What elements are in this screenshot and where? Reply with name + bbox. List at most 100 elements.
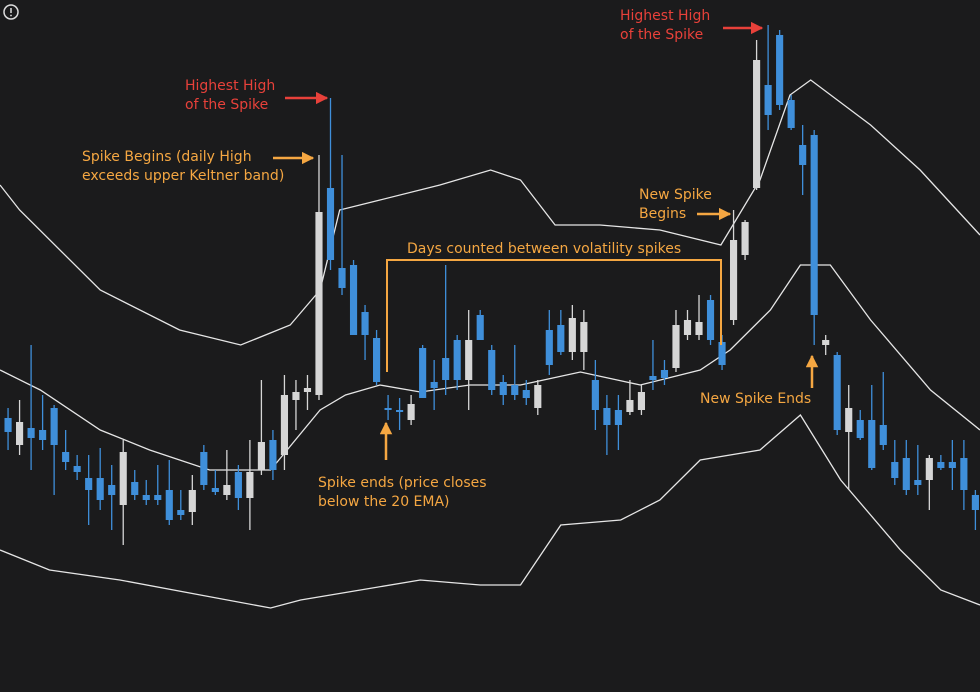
- candle-body: [810, 135, 818, 315]
- candle-body: [706, 300, 715, 340]
- candle-body: [660, 370, 669, 378]
- candle-body: [741, 222, 749, 255]
- candle-body: [396, 410, 404, 412]
- candle-body: [753, 60, 761, 188]
- candle-body: [292, 392, 300, 400]
- annotation-text: Days counted between volatility spikes: [407, 241, 681, 257]
- candle-body: [234, 472, 242, 498]
- candle-body: [649, 376, 657, 380]
- candle-body: [626, 400, 634, 412]
- candle-body: [534, 385, 542, 408]
- candle-body: [200, 452, 208, 485]
- annotation-text: of the Spike: [620, 27, 703, 43]
- candle-body: [16, 422, 24, 445]
- candle-body: [246, 472, 254, 498]
- candle-body: [672, 325, 680, 368]
- candle-body: [764, 85, 772, 115]
- candle-body: [407, 404, 415, 420]
- annotation-text: exceeds upper Keltner band): [82, 168, 284, 184]
- candle-body: [845, 408, 853, 432]
- candle-body: [361, 312, 369, 335]
- candle-body: [62, 452, 70, 462]
- annotation-text: New Spike: [639, 187, 712, 203]
- candle-body: [223, 485, 231, 495]
- annotation-text: Highest High: [185, 78, 275, 94]
- candle-body: [96, 478, 104, 500]
- candle-body: [453, 340, 461, 380]
- candle-body: [384, 408, 392, 410]
- candle-body: [914, 480, 922, 485]
- candle-body: [545, 330, 553, 365]
- annotation-arrows: [273, 21, 819, 460]
- annotation-text: Begins: [639, 206, 686, 222]
- candle-body: [4, 418, 12, 432]
- candle-body: [372, 338, 381, 382]
- candle-body: [326, 188, 335, 260]
- candle-body: [50, 408, 58, 445]
- candle-body: [799, 145, 807, 165]
- candle-body: [419, 348, 427, 398]
- candle-body: [891, 462, 899, 478]
- candle-body: [257, 442, 265, 470]
- candle-body: [303, 388, 312, 392]
- candle-body: [211, 488, 219, 492]
- candle-body: [925, 458, 933, 480]
- annotations: Highest High of the Spike Spike Begins (da…: [82, 8, 811, 510]
- candle-body: [85, 478, 93, 490]
- annotation-text: Highest High: [620, 8, 710, 24]
- candle-body: [787, 100, 795, 128]
- annotation-text: Spike ends (price closes: [318, 475, 487, 491]
- candle-body: [154, 495, 162, 500]
- candle-body: [937, 462, 945, 468]
- annotation-text: of the Spike: [185, 97, 268, 113]
- candle-body: [833, 355, 841, 430]
- candle-body: [442, 358, 450, 380]
- candle-body: [119, 452, 127, 505]
- candle-body: [729, 240, 738, 320]
- candle-body: [568, 318, 576, 352]
- candle-body: [591, 380, 599, 410]
- candle-body: [39, 430, 47, 440]
- candle-body: [73, 466, 81, 472]
- candle-body: [971, 495, 979, 510]
- candle-body: [695, 322, 703, 335]
- candle-body: [177, 510, 185, 515]
- candle-body: [879, 425, 887, 445]
- candle-body: [430, 382, 438, 388]
- candle-body: [603, 408, 611, 425]
- candle-body: [188, 490, 196, 512]
- candle-body: [165, 490, 173, 520]
- candle-body: [960, 458, 968, 490]
- candles: [4, 25, 979, 545]
- candle-body: [465, 340, 473, 380]
- info-icon[interactable]: [3, 4, 19, 20]
- candle-body: [476, 315, 484, 340]
- annotation-text: below the 20 EMA): [318, 494, 450, 510]
- candle-body: [683, 320, 692, 335]
- annotation-text: New Spike Ends: [700, 391, 811, 407]
- keltner-line: [0, 79, 980, 346]
- candle-body: [142, 495, 150, 500]
- candle-body: [614, 410, 622, 425]
- candle-body: [338, 268, 346, 288]
- candle-body: [27, 428, 35, 438]
- candle-body: [315, 212, 323, 395]
- candle-body: [557, 325, 565, 352]
- keltner-line: [0, 414, 980, 609]
- count-bracket: [386, 259, 722, 372]
- candle-body: [776, 35, 784, 105]
- candle-body: [131, 482, 139, 495]
- candle-body: [280, 395, 289, 455]
- annotation-text: Spike Begins (daily High: [82, 149, 252, 165]
- candle-body: [269, 440, 277, 470]
- candle-body: [499, 382, 507, 395]
- candle-body: [637, 392, 646, 410]
- candle-body: [580, 322, 588, 352]
- candle-body: [488, 350, 496, 390]
- candle-body: [868, 420, 876, 468]
- candle-body: [822, 340, 830, 345]
- candle-body: [902, 458, 910, 490]
- candle-body: [522, 390, 530, 398]
